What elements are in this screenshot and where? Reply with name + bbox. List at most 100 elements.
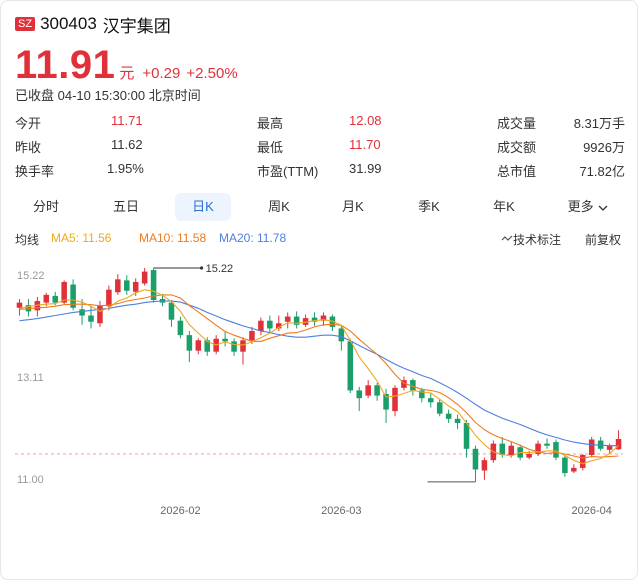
ma5-value: MA5: 11.56 [51, 231, 112, 245]
candle-body [365, 385, 371, 396]
candle-body [615, 438, 622, 450]
candle-body [553, 442, 559, 458]
stat-label-volume: 成交量 [497, 116, 537, 131]
tab-daily-k[interactable]: 日K [175, 193, 231, 221]
candle-body [150, 270, 157, 301]
candle-body [231, 341, 237, 352]
candle-body [177, 320, 184, 336]
candle-body [275, 323, 282, 329]
period-tabs: 分时 五日 日K 周K 月K 季K 年K 更多 [13, 191, 627, 223]
candle-body [132, 281, 139, 292]
ma-label: 均线 [15, 233, 40, 247]
ma20-line [19, 300, 619, 447]
stat-value-pe: 31.99 [349, 161, 382, 176]
tab-quarterly-k[interactable]: 季K [418, 199, 440, 214]
candle-body [338, 328, 345, 342]
stat-label-turnover-rate: 换手率 [15, 164, 55, 179]
candle-body [70, 284, 76, 308]
candle-body [481, 460, 488, 471]
candle-body [302, 318, 309, 325]
stock-name: 汉宇集团 [102, 16, 171, 36]
stat-value-volume: 8.31万手 [573, 116, 625, 131]
candle-body [571, 467, 577, 472]
candle-body [562, 457, 568, 474]
candle-body [186, 335, 193, 351]
candle-body [204, 340, 211, 352]
tech-annotation-toggle[interactable]: 技术标注 [501, 231, 561, 247]
stat-value-turnover-rate: 1.95% [107, 161, 144, 176]
ma5-line [19, 289, 619, 465]
candlestick-chart[interactable]: 15.22 13.11 11.00 2026-02 2026-03 2026-04 15.2… [1, 253, 637, 523]
candle-body [115, 279, 121, 293]
stat-label-prev-close: 昨收 [15, 140, 42, 155]
candle-body [97, 305, 103, 324]
stat-value-prev-close: 11.62 [111, 137, 143, 152]
candle-body [88, 315, 94, 322]
tab-monthly-k[interactable]: 月K [342, 199, 364, 214]
stat-label-pe: 市盈(TTM) [257, 164, 319, 179]
candle-body [383, 394, 389, 410]
stats-grid: 今开 11.71 最高 12.08 成交量 8.31万手 昨收 11.62 最低… [15, 113, 625, 185]
y-tick-label: 13.11 [17, 372, 44, 384]
candle-body [526, 453, 532, 458]
tab-more[interactable]: 更多 [553, 193, 623, 221]
candle-body [249, 331, 255, 341]
candle-body [579, 455, 586, 468]
candle-body [240, 340, 246, 352]
candle-body [320, 315, 327, 321]
stat-label-low: 最低 [257, 140, 284, 155]
trend-icon [501, 235, 513, 241]
candle-body [293, 316, 300, 325]
tech-annotation-label: 技术标注 [513, 233, 562, 247]
candle-body [141, 271, 148, 284]
stock-header: SZ 300403 汉宇集团 [15, 13, 171, 36]
candle-body [195, 340, 202, 351]
tab-more-label: 更多 [567, 199, 594, 214]
x-tick-label: 2026-03 [321, 505, 361, 517]
candle-body [544, 443, 550, 446]
ma20-value: MA20: 11.78 [219, 231, 287, 245]
stock-code: 300403 [40, 14, 97, 33]
candle-body [61, 281, 67, 303]
stat-label-high: 最高 [257, 116, 284, 131]
ma10-value: MA10: 11.58 [139, 231, 207, 245]
candle-body [311, 317, 318, 322]
stat-label-market-cap: 总市值 [497, 164, 537, 179]
candle-body [436, 402, 443, 414]
tab-weekly-k[interactable]: 周K [268, 199, 290, 214]
tab-yearly-k[interactable]: 年K [493, 199, 515, 214]
candle-body [606, 445, 613, 450]
stat-label-turnover-amount: 成交额 [497, 140, 537, 155]
candle-body [499, 443, 506, 456]
candle-body [445, 413, 452, 419]
x-tick-label: 2026-04 [572, 505, 612, 517]
stat-value-high: 12.08 [349, 113, 382, 128]
x-tick-label: 2026-02 [160, 505, 200, 517]
candle-body [401, 380, 407, 388]
tab-five-day[interactable]: 五日 [112, 199, 139, 214]
stat-value-market-cap: 71.82亿 [579, 164, 625, 179]
tab-intraday[interactable]: 分时 [32, 199, 59, 214]
candle-body [347, 341, 354, 391]
candle-body [463, 422, 470, 449]
adjust-toggle[interactable]: 前复权 [585, 233, 622, 247]
market-status: 已收盘 04-10 15:30:00 北京时间 [15, 88, 201, 103]
candle-body [123, 280, 130, 291]
candle-body [419, 390, 425, 399]
candle-body [284, 316, 291, 322]
candle-body [410, 380, 416, 391]
y-tick-label: 11.00 [17, 474, 44, 486]
chevron-down-icon [598, 205, 608, 211]
ma10-line [19, 294, 619, 459]
candle-body [16, 302, 23, 308]
market-badge: SZ [15, 17, 36, 31]
candle-body [392, 387, 398, 412]
candle-body [106, 289, 112, 307]
y-tick-label: 15.22 [17, 270, 45, 282]
candle-body [168, 302, 175, 320]
annotation-label: 15.22 [206, 263, 234, 275]
stat-label-open: 今开 [15, 116, 42, 131]
candle-body [356, 390, 363, 399]
stats-row: 昨收 11.62 最低 11.70 成交额 9926万 [15, 137, 625, 161]
indicator-bar: 均线 MA5: 11.56 MA10: 11.58 MA20: 11.78 技术… [15, 231, 627, 249]
